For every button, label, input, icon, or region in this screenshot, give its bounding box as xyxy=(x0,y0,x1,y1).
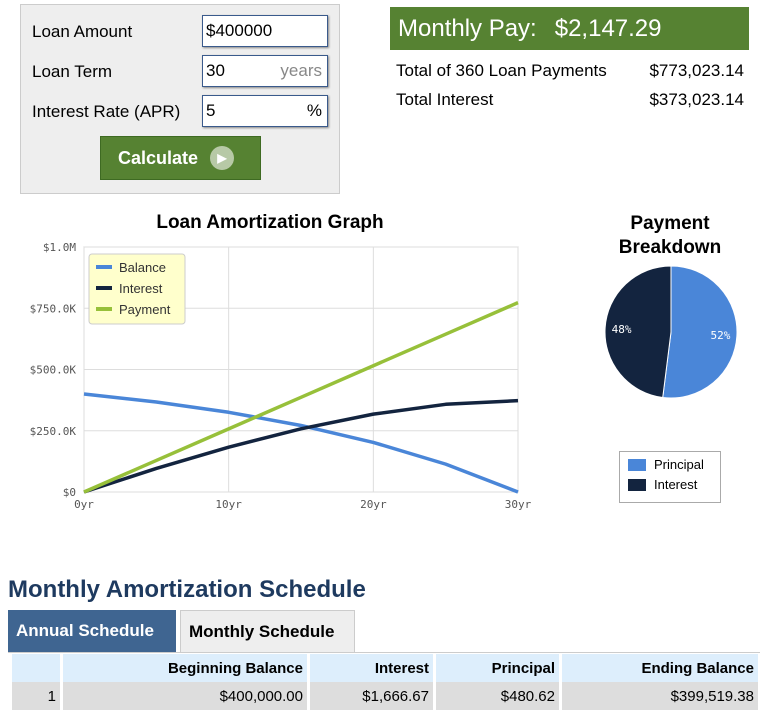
legend-label: Interest xyxy=(654,477,698,492)
legend-box xyxy=(88,253,186,325)
col-header: Interest xyxy=(310,654,433,682)
legend-interest: Interest xyxy=(628,477,712,492)
cell: $1,666.67 xyxy=(310,682,433,710)
cell: $399,519.38 xyxy=(562,682,758,710)
y-tick-label: $1.0M xyxy=(43,241,76,254)
chart-legend: Balance Interest Payment xyxy=(88,253,186,325)
rate-label: Interest Rate (APR) xyxy=(32,102,181,121)
schedule-title: Monthly Amortization Schedule xyxy=(8,576,366,603)
total-interest-value: $373,023.14 xyxy=(649,90,744,109)
y-tick-label: $0 xyxy=(63,486,76,499)
table-header-row: Beginning Balance Interest Principal End… xyxy=(12,654,758,682)
col-header: Beginning Balance xyxy=(63,654,307,682)
legend-label: Interest xyxy=(119,281,163,296)
table-row: 1 $400,000.00 $1,666.67 $480.62 $399,519… xyxy=(12,682,758,710)
x-tick-label: 30yr xyxy=(505,498,532,511)
pie-chart-title: Payment Breakdown xyxy=(618,213,722,258)
col-header: Principal xyxy=(436,654,559,682)
legend-label: Balance xyxy=(119,260,166,275)
interest-swatch xyxy=(628,478,646,491)
amortization-chart: $0 $250.0K $500.0K $750.0K $1.0M 0yr 10yr 20yr 3… xyxy=(30,241,532,511)
col-header xyxy=(12,654,60,682)
payment-breakdown-pie: 52% 48% xyxy=(604,265,738,399)
rate-unit: % xyxy=(306,101,322,120)
loan-amount-label: Loan Amount xyxy=(32,22,133,41)
loan-term-input[interactable]: 30 years xyxy=(202,55,328,87)
y-tick-label: $750.0K xyxy=(30,302,77,315)
loan-term-value: 30 xyxy=(206,61,225,80)
total-interest-label: Total Interest xyxy=(396,90,494,109)
y-tick-label: $500.0K xyxy=(30,364,77,377)
pie-slice-label: 52% xyxy=(710,329,730,342)
series-line-balance xyxy=(83,392,519,494)
y-tick-label: $250.0K xyxy=(30,425,77,438)
rate-value: 5 xyxy=(206,101,216,120)
amortization-chart-title: Loan Amortization Graph xyxy=(156,212,384,233)
col-header: Ending Balance xyxy=(562,654,758,682)
series-line-interest xyxy=(83,398,519,494)
total-interest-row: Total Interest $373,023.14 xyxy=(396,90,744,110)
calculate-label: Calculate xyxy=(118,147,199,168)
tab-divider xyxy=(8,652,760,653)
monthly-pay-value: $2,147.29 xyxy=(554,14,662,42)
pie-slice-principal xyxy=(662,265,738,399)
loan-term-label: Loan Term xyxy=(32,62,113,81)
x-tick-label: 10yr xyxy=(215,498,242,511)
principal-swatch xyxy=(628,458,646,471)
pie-legend: Principal Interest xyxy=(619,451,721,503)
tab-monthly-schedule[interactable]: Monthly Schedule xyxy=(180,610,355,652)
total-payments-label: Total of 360 Loan Payments xyxy=(396,61,607,80)
play-arrow-icon: ▶ xyxy=(210,146,235,170)
pie-slice-interest xyxy=(604,265,672,399)
x-tick-label: 0yr xyxy=(74,498,94,511)
cell: 1 xyxy=(12,682,60,710)
pie-slice-label: 48% xyxy=(612,323,632,336)
calculate-button[interactable]: Calculate ▶ xyxy=(100,136,261,180)
series-line-payment xyxy=(83,301,519,494)
loan-amount-input[interactable]: $400000 xyxy=(202,15,328,47)
rate-input[interactable]: 5% xyxy=(202,95,328,127)
x-tick-label: 20yr xyxy=(360,498,387,511)
total-payments-value: $773,023.14 xyxy=(649,61,744,80)
loan-amount-value: $400000 xyxy=(206,21,273,40)
cell: $400,000.00 xyxy=(63,682,307,710)
monthly-pay-label: Monthly Pay: xyxy=(398,14,537,42)
legend-principal: Principal xyxy=(628,457,712,472)
tab-annual-schedule[interactable]: Annual Schedule xyxy=(8,610,176,652)
total-payments-row: Total of 360 Loan Payments $773,023.14 xyxy=(396,61,744,81)
schedule-table: Beginning Balance Interest Principal End… xyxy=(9,654,761,710)
loan-form: Loan Amount $400000 Loan Term 30 years In… xyxy=(20,4,340,194)
monthly-pay-banner: Monthly Pay: $2,147.29 xyxy=(390,7,749,50)
legend-label: Payment xyxy=(119,302,171,317)
legend-label: Principal xyxy=(654,457,704,472)
cell: $480.62 xyxy=(436,682,559,710)
loan-term-unit: years xyxy=(280,61,322,80)
